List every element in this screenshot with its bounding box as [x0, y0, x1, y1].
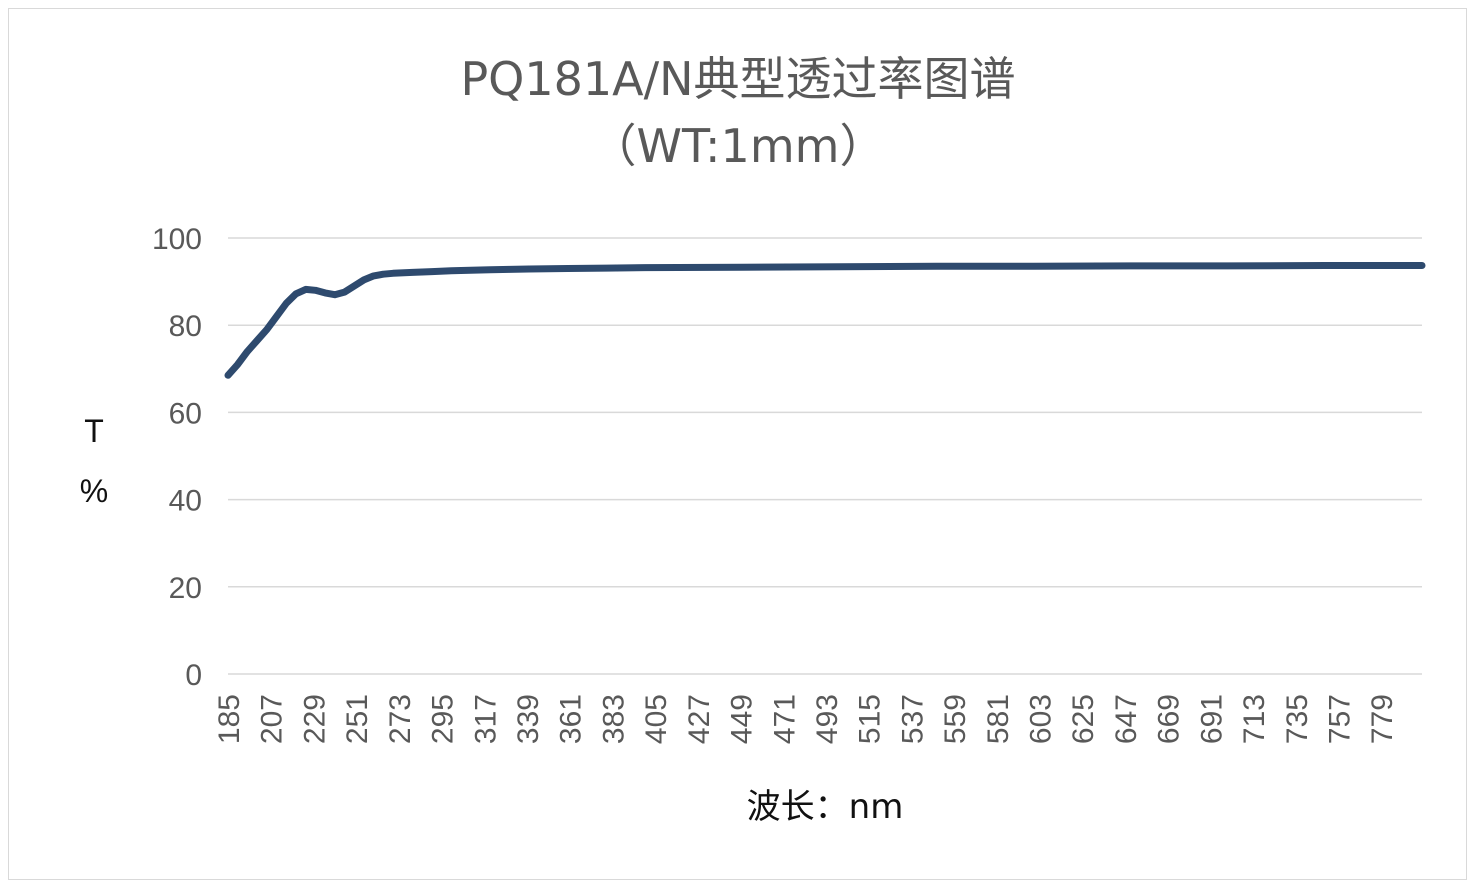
y-tick-label: 100 [152, 223, 202, 256]
x-tick-label: 559 [939, 694, 972, 744]
y-tick-label: 0 [185, 659, 202, 692]
x-tick-label: 779 [1366, 694, 1399, 744]
y-axis-label-t: T [84, 413, 104, 449]
chart-title: PQ181A/N典型透过率图谱 [460, 52, 1015, 106]
x-tick-label: 669 [1153, 694, 1186, 744]
x-tick-label: 339 [512, 694, 545, 744]
x-tick-label: 735 [1281, 694, 1314, 744]
y-tick-label: 20 [169, 572, 202, 605]
y-tick-label: 40 [169, 485, 202, 518]
x-tick-label: 207 [256, 694, 289, 744]
x-tick-label: 647 [1110, 694, 1143, 744]
y-axis-label-percent: % [80, 473, 108, 509]
grid-lines [228, 237, 1422, 675]
x-tick-label: 493 [811, 694, 844, 744]
x-tick-label: 383 [597, 694, 630, 744]
y-tick-label: 80 [169, 310, 202, 343]
x-tick-label: 361 [555, 694, 588, 744]
x-tick-label: 405 [640, 694, 673, 744]
x-tick-labels: 185 207 229 251 273 295 317 339 361 383 405 427 449 4… [213, 694, 1399, 744]
y-tick-label: 60 [169, 397, 202, 430]
x-tick-label: 581 [982, 694, 1015, 744]
x-tick-label: 427 [683, 694, 716, 744]
x-axis-label: 波长：nm [747, 787, 904, 827]
x-tick-label: 273 [384, 694, 417, 744]
x-tick-label: 757 [1324, 694, 1357, 744]
x-tick-label: 537 [896, 694, 929, 744]
x-tick-label: 295 [427, 694, 460, 744]
x-tick-label: 713 [1238, 694, 1271, 744]
x-tick-label: 449 [726, 694, 759, 744]
x-tick-label: 603 [1025, 694, 1058, 744]
series-line [224, 262, 1426, 379]
x-tick-label: 691 [1195, 694, 1228, 744]
x-tick-label: 317 [469, 694, 502, 744]
x-tick-label: 471 [768, 694, 801, 744]
y-tick-labels: 0 20 40 60 80 100 [152, 223, 202, 692]
x-tick-label: 229 [298, 694, 331, 744]
chart-frame [8, 8, 1467, 880]
x-tick-label: 185 [213, 694, 246, 744]
chart-subtitle: （WT:1mm） [591, 119, 886, 173]
x-tick-label: 251 [341, 694, 374, 744]
x-tick-label: 625 [1067, 694, 1100, 744]
x-tick-label: 515 [854, 694, 887, 744]
